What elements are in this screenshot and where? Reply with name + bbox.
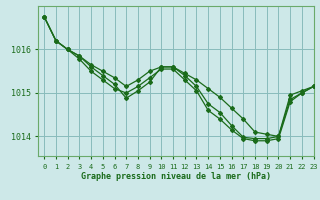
X-axis label: Graphe pression niveau de la mer (hPa): Graphe pression niveau de la mer (hPa) — [81, 172, 271, 181]
